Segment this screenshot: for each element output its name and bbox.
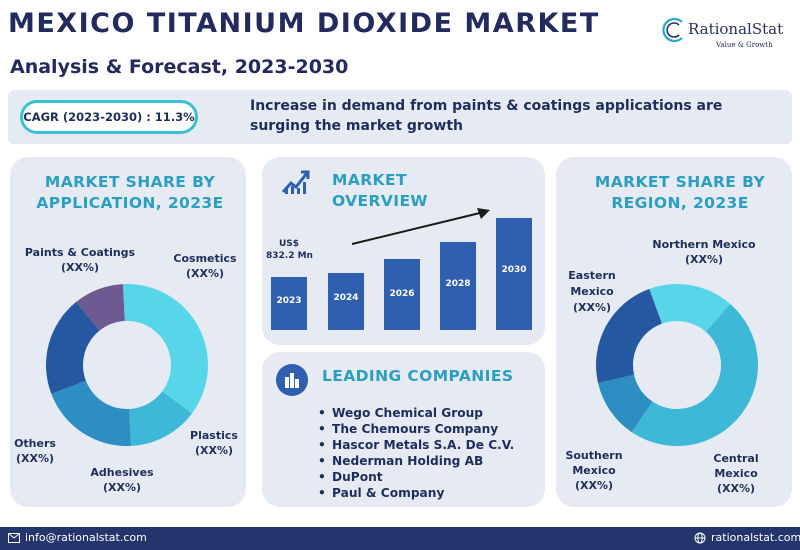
- label-others: Others (XX%): [14, 437, 56, 465]
- label-cosmetics: Cosmetics (XX%): [173, 252, 237, 280]
- overview-heading: MARKET OVERVIEW: [332, 171, 428, 210]
- bar-year-label: 2030: [501, 265, 527, 276]
- label-central-mexico: Central Mexico (XX%): [713, 452, 759, 495]
- cagr-badge: CAGR (2023-2030) : 11.3%: [20, 100, 198, 134]
- list-item: Wego Chemical Group: [318, 405, 514, 421]
- application-slice-cosmetics: [129, 391, 192, 446]
- brand-logo[interactable]: RationalStat Value & Growth: [660, 14, 792, 54]
- application-slice-adhesives: [46, 301, 100, 394]
- label-paints-coatings: Paints & Coatings (XX%): [24, 246, 136, 274]
- label-eastern-mexico: Eastern Mexico (XX%): [568, 269, 616, 314]
- mail-icon: [8, 532, 20, 543]
- region-heading: MARKET SHARE BY REGION, 2023E: [594, 173, 766, 212]
- application-panel: [10, 157, 246, 507]
- bar-2030: 2030: [496, 218, 532, 330]
- trend-chart-icon: [281, 170, 310, 194]
- footer-bar: info@rationalstat.com rationalstat.com: [0, 527, 800, 550]
- bar-year-label: 2024: [333, 292, 359, 303]
- bar-2028: 2028: [440, 242, 476, 330]
- application-heading: MARKET SHARE BY APPLICATION, 2023E: [36, 173, 224, 212]
- label-adhesives: Adhesives (XX%): [90, 466, 154, 494]
- bar-year-label: 2023: [276, 295, 302, 306]
- region-slice-eastern-mexico: [596, 288, 662, 384]
- label-plastics: Plastics (XX%): [190, 429, 238, 457]
- region-slice-southern-mexico: [598, 374, 653, 433]
- region-slice-northern-mexico: [649, 283, 731, 332]
- footer-website[interactable]: rationalstat.com: [694, 531, 800, 544]
- bar-2026: 2026: [384, 259, 420, 330]
- list-item: Hascor Metals S.A. De C.V.: [318, 437, 514, 453]
- application-slice-others: [76, 284, 125, 331]
- page-subtitle: Analysis & Forecast, 2023-2030: [10, 56, 349, 78]
- list-item: Nederman Holding AB: [318, 453, 514, 469]
- building-icon: [276, 364, 308, 396]
- company-list: Wego Chemical Group The Chemours Company…: [318, 405, 514, 501]
- logo-name: RationalStat: [688, 20, 784, 38]
- region-panel: [556, 157, 792, 507]
- footer-email-text: info@rationalstat.com: [25, 531, 147, 544]
- label-northern-mexico: Northern Mexico (XX%): [652, 238, 756, 266]
- application-slice-plastics: [51, 380, 132, 446]
- banner-text: Increase in demand from paints & coating…: [250, 98, 723, 134]
- region-slice-central-mexico: [631, 304, 758, 446]
- list-item: The Chemours Company: [318, 421, 514, 437]
- page-title: MEXICO TITANIUM DIOXIDE MARKET: [8, 8, 600, 39]
- market-value-label: US$ 832.2 Mn: [266, 239, 313, 261]
- bar-2024: 2024: [328, 273, 364, 330]
- footer-website-text: rationalstat.com: [711, 531, 800, 544]
- bar-year-label: 2028: [445, 279, 471, 290]
- logo-tagline: Value & Growth: [716, 41, 773, 49]
- bar-2023: 2023: [271, 276, 307, 330]
- application-slice-paints-coatings: [122, 284, 208, 414]
- globe-icon: [694, 532, 706, 543]
- label-southern-mexico: Southern Mexico (XX%): [565, 449, 623, 492]
- bar-year-label: 2026: [389, 288, 415, 299]
- footer-email[interactable]: info@rationalstat.com: [8, 531, 147, 544]
- list-item: DuPont: [318, 469, 514, 485]
- list-item: Paul & Company: [318, 485, 514, 501]
- companies-heading: LEADING COMPANIES: [322, 367, 514, 385]
- logo-swirl-icon: [662, 17, 683, 43]
